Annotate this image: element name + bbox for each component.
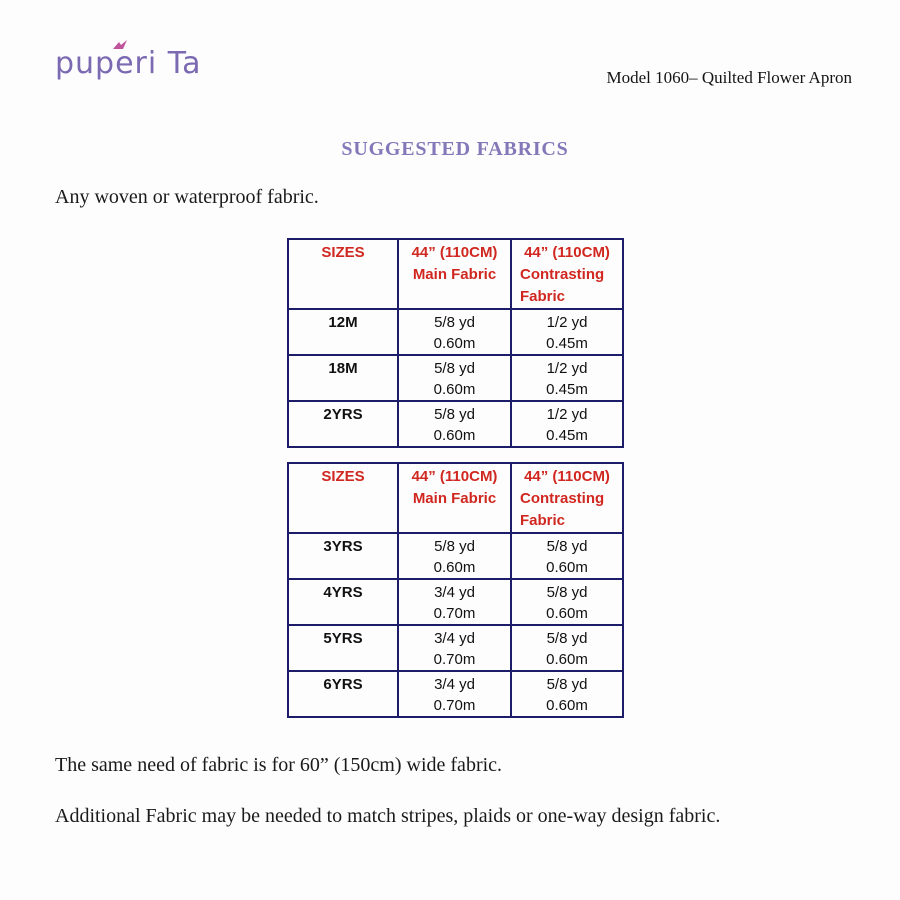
yardage-value: 5/8 yd [434, 360, 475, 377]
header-label: Fabric [520, 512, 566, 529]
contrast-fabric-cell: 5/8 yd 0.60m [510, 624, 624, 672]
size-cell: 2YRS [287, 400, 399, 448]
intro-text: Any woven or waterproof fabric. [55, 186, 319, 208]
main-fabric-cell: 3/4 yd 0.70m [397, 624, 512, 672]
header-label: Main Fabric [412, 490, 497, 507]
meter-value: 0.60m [433, 427, 476, 444]
main-fabric-cell: 5/8 yd 0.60m [397, 400, 512, 448]
header-label: 44” (110CM) [411, 468, 498, 485]
meter-value: 0.60m [546, 651, 588, 668]
size-label: 6YRS [323, 676, 363, 693]
header-sizes: SIZES [287, 462, 399, 534]
size-cell: 3YRS [287, 532, 399, 580]
table-header-row: SIZES 44” (110CM) Main Fabric 44” (110CM… [287, 462, 624, 534]
contrast-fabric-cell: 1/2 yd 0.45m [510, 354, 624, 402]
meter-value: 0.45m [546, 335, 588, 352]
header-label: 44” (110CM) [411, 244, 498, 261]
meter-value: 0.60m [546, 605, 588, 622]
meter-value: 0.60m [546, 559, 588, 576]
size-label: 3YRS [323, 538, 363, 555]
main-fabric-cell: 5/8 yd 0.60m [397, 308, 512, 356]
header-label: Main Fabric [412, 266, 497, 283]
size-cell: 18M [287, 354, 399, 402]
footnote-fabric-width: The same need of fabric is for 60” (150c… [55, 754, 503, 776]
size-cell: 5YRS [287, 624, 399, 672]
yardage-value: 1/2 yd [546, 314, 588, 331]
contrast-fabric-cell: 1/2 yd 0.45m [510, 400, 624, 448]
main-fabric-cell: 5/8 yd 0.60m [397, 532, 512, 580]
main-fabric-cell: 3/4 yd 0.70m [397, 578, 512, 626]
size-label: 18M [328, 360, 358, 377]
table-row: 5YRS 3/4 yd 0.70m 5/8 yd 0.60m [287, 624, 624, 672]
header-label: Contrasting [520, 490, 605, 507]
fabric-table-infant: SIZES 44” (110CM) Main Fabric 44” (110CM… [287, 238, 624, 448]
size-label: 4YRS [323, 584, 363, 601]
header-label: SIZES [321, 244, 365, 261]
meter-value: 0.70m [433, 605, 476, 622]
bird-icon [112, 38, 128, 56]
yardage-value: 5/8 yd [434, 538, 475, 555]
yardage-value: 3/4 yd [434, 676, 475, 693]
meter-value: 0.45m [546, 381, 588, 398]
header-label: 44” (110CM) [524, 468, 610, 485]
table-row: 12M 5/8 yd 0.60m 1/2 yd 0.45m [287, 308, 624, 356]
meter-value: 0.70m [433, 697, 476, 714]
header-contrasting-fabric: 44” (110CM) Contrasting Fabric [510, 462, 624, 534]
meter-value: 0.60m [433, 559, 476, 576]
header-sizes: SIZES [287, 238, 399, 310]
yardage-value: 1/2 yd [546, 406, 588, 423]
size-cell: 12M [287, 308, 399, 356]
contrast-fabric-cell: 5/8 yd 0.60m [510, 578, 624, 626]
size-label: 12M [328, 314, 358, 331]
meter-value: 0.45m [546, 427, 588, 444]
size-label: 2YRS [323, 406, 363, 423]
yardage-value: 3/4 yd [434, 584, 475, 601]
footnote-additional-fabric: Additional Fabric may be needed to match… [55, 805, 721, 827]
table-row: 2YRS 5/8 yd 0.60m 1/2 yd 0.45m [287, 400, 624, 448]
table-header-row: SIZES 44” (110CM) Main Fabric 44” (110CM… [287, 238, 624, 310]
yardage-value: 5/8 yd [546, 676, 588, 693]
header-label: 44” (110CM) [524, 244, 610, 261]
header-label: Fabric [520, 288, 566, 305]
model-title: Model 1060– Quilted Flower Apron [606, 68, 852, 87]
table-row: 3YRS 5/8 yd 0.60m 5/8 yd 0.60m [287, 532, 624, 580]
size-label: 5YRS [323, 630, 363, 647]
header-label: SIZES [321, 468, 365, 485]
header-contrasting-fabric: 44” (110CM) Contrasting Fabric [510, 238, 624, 310]
main-fabric-cell: 5/8 yd 0.60m [397, 354, 512, 402]
yardage-value: 3/4 yd [434, 630, 475, 647]
brand-logo: puperi Ta [55, 46, 202, 81]
table-row: 6YRS 3/4 yd 0.70m 5/8 yd 0.60m [287, 670, 624, 718]
contrast-fabric-cell: 5/8 yd 0.60m [510, 532, 624, 580]
meter-value: 0.60m [546, 697, 588, 714]
main-fabric-cell: 3/4 yd 0.70m [397, 670, 512, 718]
contrast-fabric-cell: 5/8 yd 0.60m [510, 670, 624, 718]
table-row: 4YRS 3/4 yd 0.70m 5/8 yd 0.60m [287, 578, 624, 626]
fabric-table-toddler: SIZES 44” (110CM) Main Fabric 44” (110CM… [287, 462, 624, 718]
header-main-fabric: 44” (110CM) Main Fabric [397, 462, 512, 534]
meter-value: 0.60m [433, 335, 476, 352]
contrast-fabric-cell: 1/2 yd 0.45m [510, 308, 624, 356]
size-cell: 4YRS [287, 578, 399, 626]
size-cell: 6YRS [287, 670, 399, 718]
yardage-value: 1/2 yd [546, 360, 588, 377]
header-main-fabric: 44” (110CM) Main Fabric [397, 238, 512, 310]
meter-value: 0.60m [433, 381, 476, 398]
yardage-value: 5/8 yd [434, 314, 475, 331]
page-title: SUGGESTED FABRICS [341, 138, 569, 160]
yardage-value: 5/8 yd [546, 584, 588, 601]
yardage-value: 5/8 yd [434, 406, 475, 423]
table-row: 18M 5/8 yd 0.60m 1/2 yd 0.45m [287, 354, 624, 402]
yardage-value: 5/8 yd [546, 538, 588, 555]
yardage-value: 5/8 yd [546, 630, 588, 647]
header-label: Contrasting [520, 266, 605, 283]
meter-value: 0.70m [433, 651, 476, 668]
